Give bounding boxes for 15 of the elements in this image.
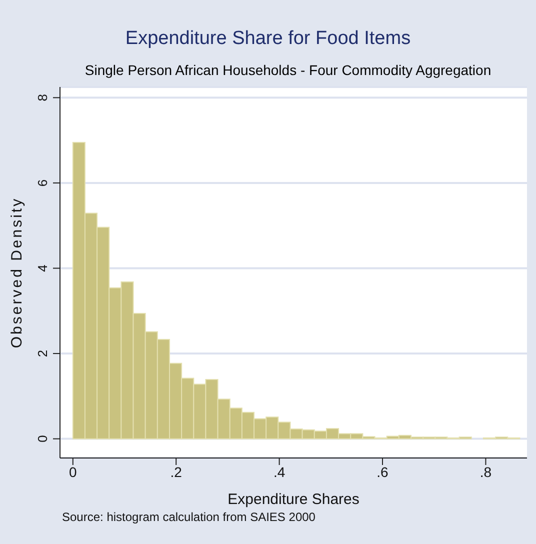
x-axis-title: Expenditure Shares xyxy=(228,491,360,508)
x-tick-label: 0 xyxy=(69,464,77,480)
x-tick-label: .4 xyxy=(273,464,286,480)
source-note: Source: histogram calculation from SAIES 2000 xyxy=(62,510,316,524)
x-tick-label: .8 xyxy=(480,464,492,480)
y-tick-label: 2 xyxy=(35,350,50,358)
y-tick-label: 4 xyxy=(35,264,50,272)
chart-title: Expenditure Share for Food Items xyxy=(124,28,412,50)
x-tick-label: .2 xyxy=(170,464,182,480)
y-tick-label: 0 xyxy=(35,435,50,442)
chart-subtitle: Single Person African Households - Four Commodity Aggregation xyxy=(84,62,492,78)
y-axis-title: Observed Density xyxy=(8,196,26,348)
y-tick-label: 8 xyxy=(35,94,50,102)
x-tick-label: .6 xyxy=(376,464,389,480)
y-tick-label: 6 xyxy=(35,179,50,187)
